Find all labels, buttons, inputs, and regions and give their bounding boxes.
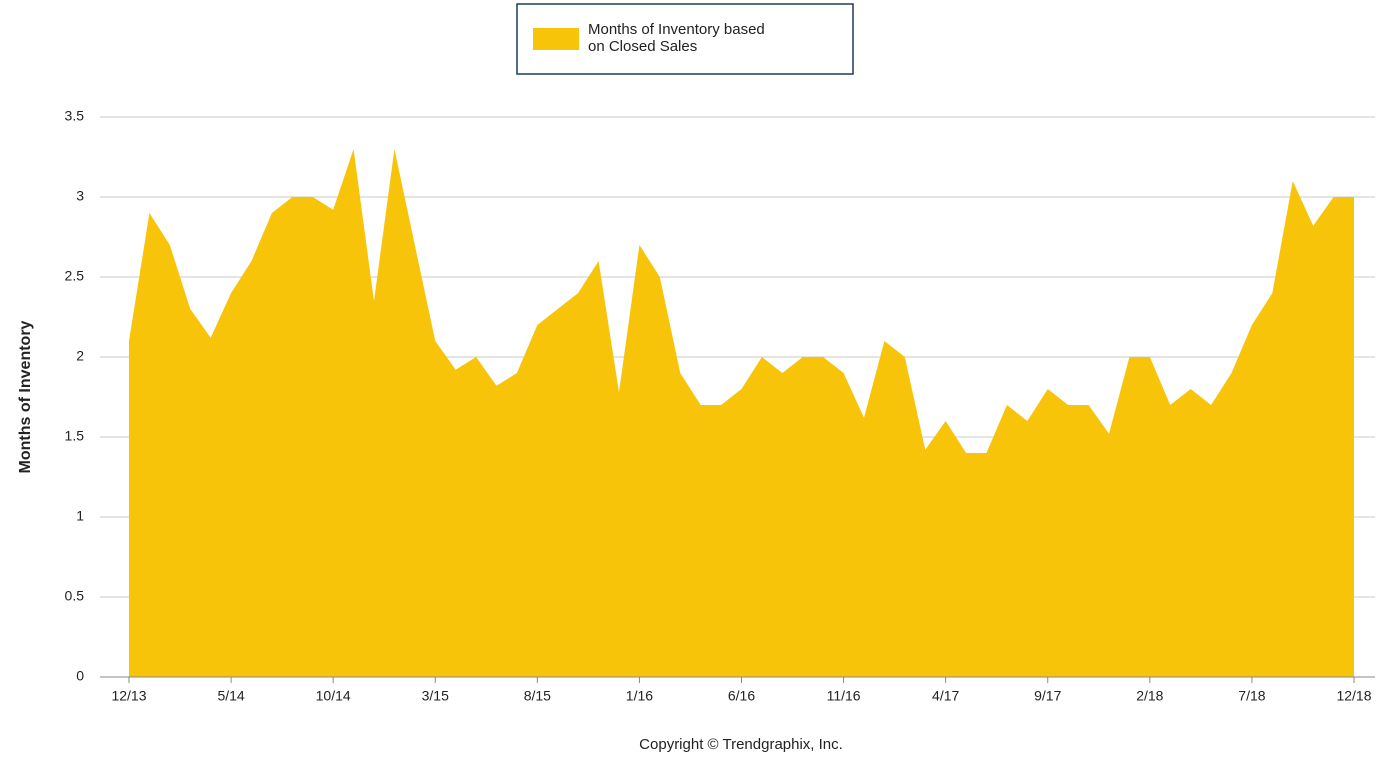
y-tick-label: 1.5 [65,428,85,444]
x-tick-label: 9/17 [1034,688,1061,704]
legend-swatch [533,28,579,50]
x-tick-label: 7/18 [1238,688,1265,704]
y-axis-label: Months of Inventory [17,320,34,473]
x-tick-label: 12/13 [111,688,146,704]
x-tick-label: 1/16 [626,688,653,704]
x-tick-label: 2/18 [1136,688,1163,704]
x-tick-label: 11/16 [827,688,861,704]
x-tick-label: 3/15 [422,688,449,704]
y-tick-label: 3.5 [65,108,85,124]
area [129,149,1354,677]
y-tick-label: 3 [76,188,84,204]
x-tick-label: 4/17 [932,688,959,704]
y-tick-label: 0.5 [65,588,85,604]
y-tick-label: 2 [76,348,84,364]
footer: Copyright © Trendgraphix, Inc. [639,736,843,753]
y-tick-label: 1 [76,508,84,524]
x-tick-label: 6/16 [728,688,755,704]
y-tick-label: 0 [76,668,84,684]
x-tick-label: 5/14 [217,688,244,704]
x-tick-label: 10/14 [316,688,351,704]
x-tick-label: 12/18 [1336,688,1371,704]
x-tick-label: 8/15 [524,688,551,704]
y-tick-label: 2.5 [65,268,85,284]
legend-label: Months of Inventory based on Closed Sales [588,21,765,55]
